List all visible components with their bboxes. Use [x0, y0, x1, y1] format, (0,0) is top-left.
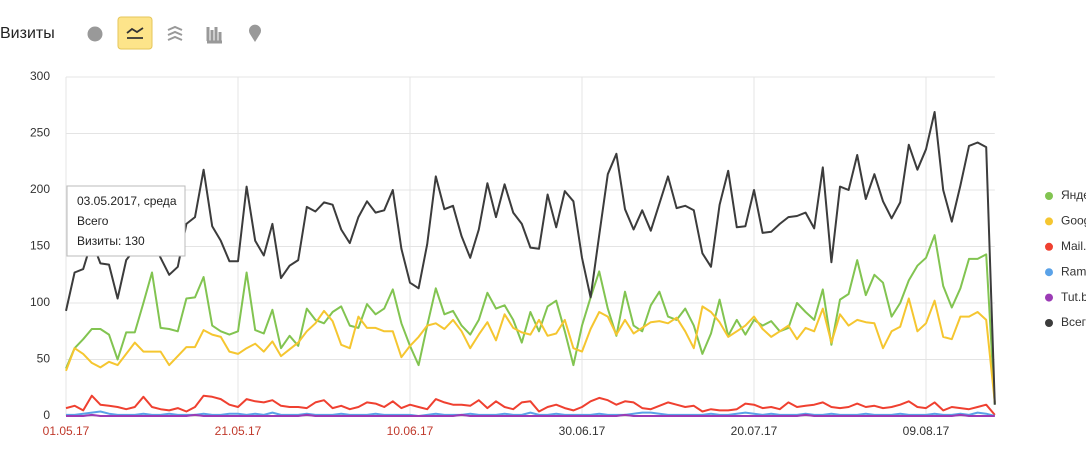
y-tick-label: 100 — [30, 295, 50, 309]
series-line — [66, 413, 995, 417]
legend-marker — [1045, 192, 1053, 200]
x-tick-label: 01.05.17 — [43, 424, 90, 438]
legend-label: Янде — [1061, 188, 1086, 202]
map-icon[interactable] — [248, 24, 261, 42]
y-tick-label: 150 — [30, 239, 50, 253]
tooltip-series: Всего — [77, 214, 109, 228]
series-line — [66, 410, 996, 417]
pie-icon[interactable] — [87, 26, 103, 42]
area-icon[interactable] — [167, 25, 183, 41]
y-tick-label: 300 — [30, 69, 50, 83]
x-tick-label: 30.06.17 — [559, 424, 606, 438]
tooltip-value: Визиты: 130 — [77, 234, 145, 248]
series-line — [65, 234, 996, 405]
legend-label: Tut.b — [1061, 290, 1086, 304]
legend-label: Ram — [1061, 264, 1086, 278]
legend-marker — [1045, 319, 1053, 327]
y-tick-label: 0 — [43, 408, 50, 422]
series-line — [65, 297, 996, 403]
line-icon — [126, 27, 144, 39]
tooltip-box — [66, 185, 186, 257]
y-tick-label: 200 — [30, 182, 50, 196]
bar-icon[interactable] — [206, 27, 222, 44]
legend-label: Mail. — [1061, 239, 1086, 253]
x-tick-label: 10.06.17 — [387, 424, 434, 438]
legend-marker — [1045, 268, 1053, 277]
tooltip-date: 03.05.2017, среда — [77, 194, 177, 208]
series-line — [65, 111, 996, 405]
toolbar — [87, 16, 261, 50]
legend-marker — [1045, 217, 1053, 226]
legend-label: Всег — [1061, 315, 1086, 329]
x-tick-label: 09.08.17 — [903, 424, 950, 438]
legend-marker — [1045, 293, 1053, 302]
plot-area: 0 50 100 150 200 250 300 01.05.17 21.05.17 10.06.… — [30, 69, 996, 438]
y-tick-label: 250 — [30, 126, 50, 140]
title: Визиты — [0, 25, 55, 42]
tooltip: 03.05.2017, среда Всего Визиты: 130 — [66, 185, 186, 257]
series-line — [65, 394, 996, 416]
legend-label: Goog — [1061, 214, 1086, 228]
y-tick-label: 50 — [37, 352, 51, 366]
legend-marker — [1045, 242, 1053, 251]
x-tick-label: 20.07.17 — [731, 424, 778, 438]
x-tick-label: 21.05.17 — [215, 424, 262, 438]
line-icon-selected[interactable] — [117, 16, 153, 50]
